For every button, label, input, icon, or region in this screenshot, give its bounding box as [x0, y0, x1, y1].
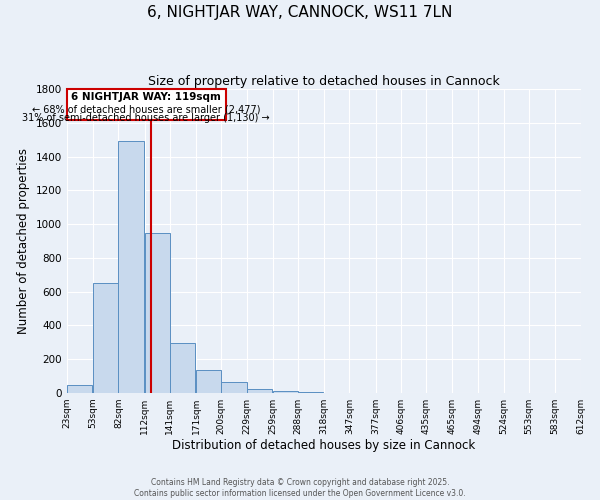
- Bar: [221, 382, 247, 392]
- Bar: [145, 232, 170, 392]
- Text: Contains HM Land Registry data © Crown copyright and database right 2025.
Contai: Contains HM Land Registry data © Crown c…: [134, 478, 466, 498]
- Y-axis label: Number of detached properties: Number of detached properties: [17, 148, 31, 334]
- Text: 6, NIGHTJAR WAY, CANNOCK, WS11 7LN: 6, NIGHTJAR WAY, CANNOCK, WS11 7LN: [148, 5, 452, 20]
- Title: Size of property relative to detached houses in Cannock: Size of property relative to detached ho…: [148, 75, 500, 88]
- Text: 31% of semi-detached houses are larger (1,130) →: 31% of semi-detached houses are larger (…: [22, 113, 270, 123]
- Bar: [247, 389, 272, 392]
- Bar: [118, 142, 143, 392]
- Bar: [170, 343, 195, 392]
- Bar: [93, 283, 118, 393]
- Bar: [196, 370, 221, 392]
- Text: 6 NIGHTJAR WAY: 119sqm: 6 NIGHTJAR WAY: 119sqm: [71, 92, 221, 102]
- Text: ← 68% of detached houses are smaller (2,477): ← 68% of detached houses are smaller (2,…: [32, 104, 260, 115]
- Bar: [67, 89, 226, 120]
- X-axis label: Distribution of detached houses by size in Cannock: Distribution of detached houses by size …: [172, 440, 475, 452]
- Bar: [67, 385, 92, 392]
